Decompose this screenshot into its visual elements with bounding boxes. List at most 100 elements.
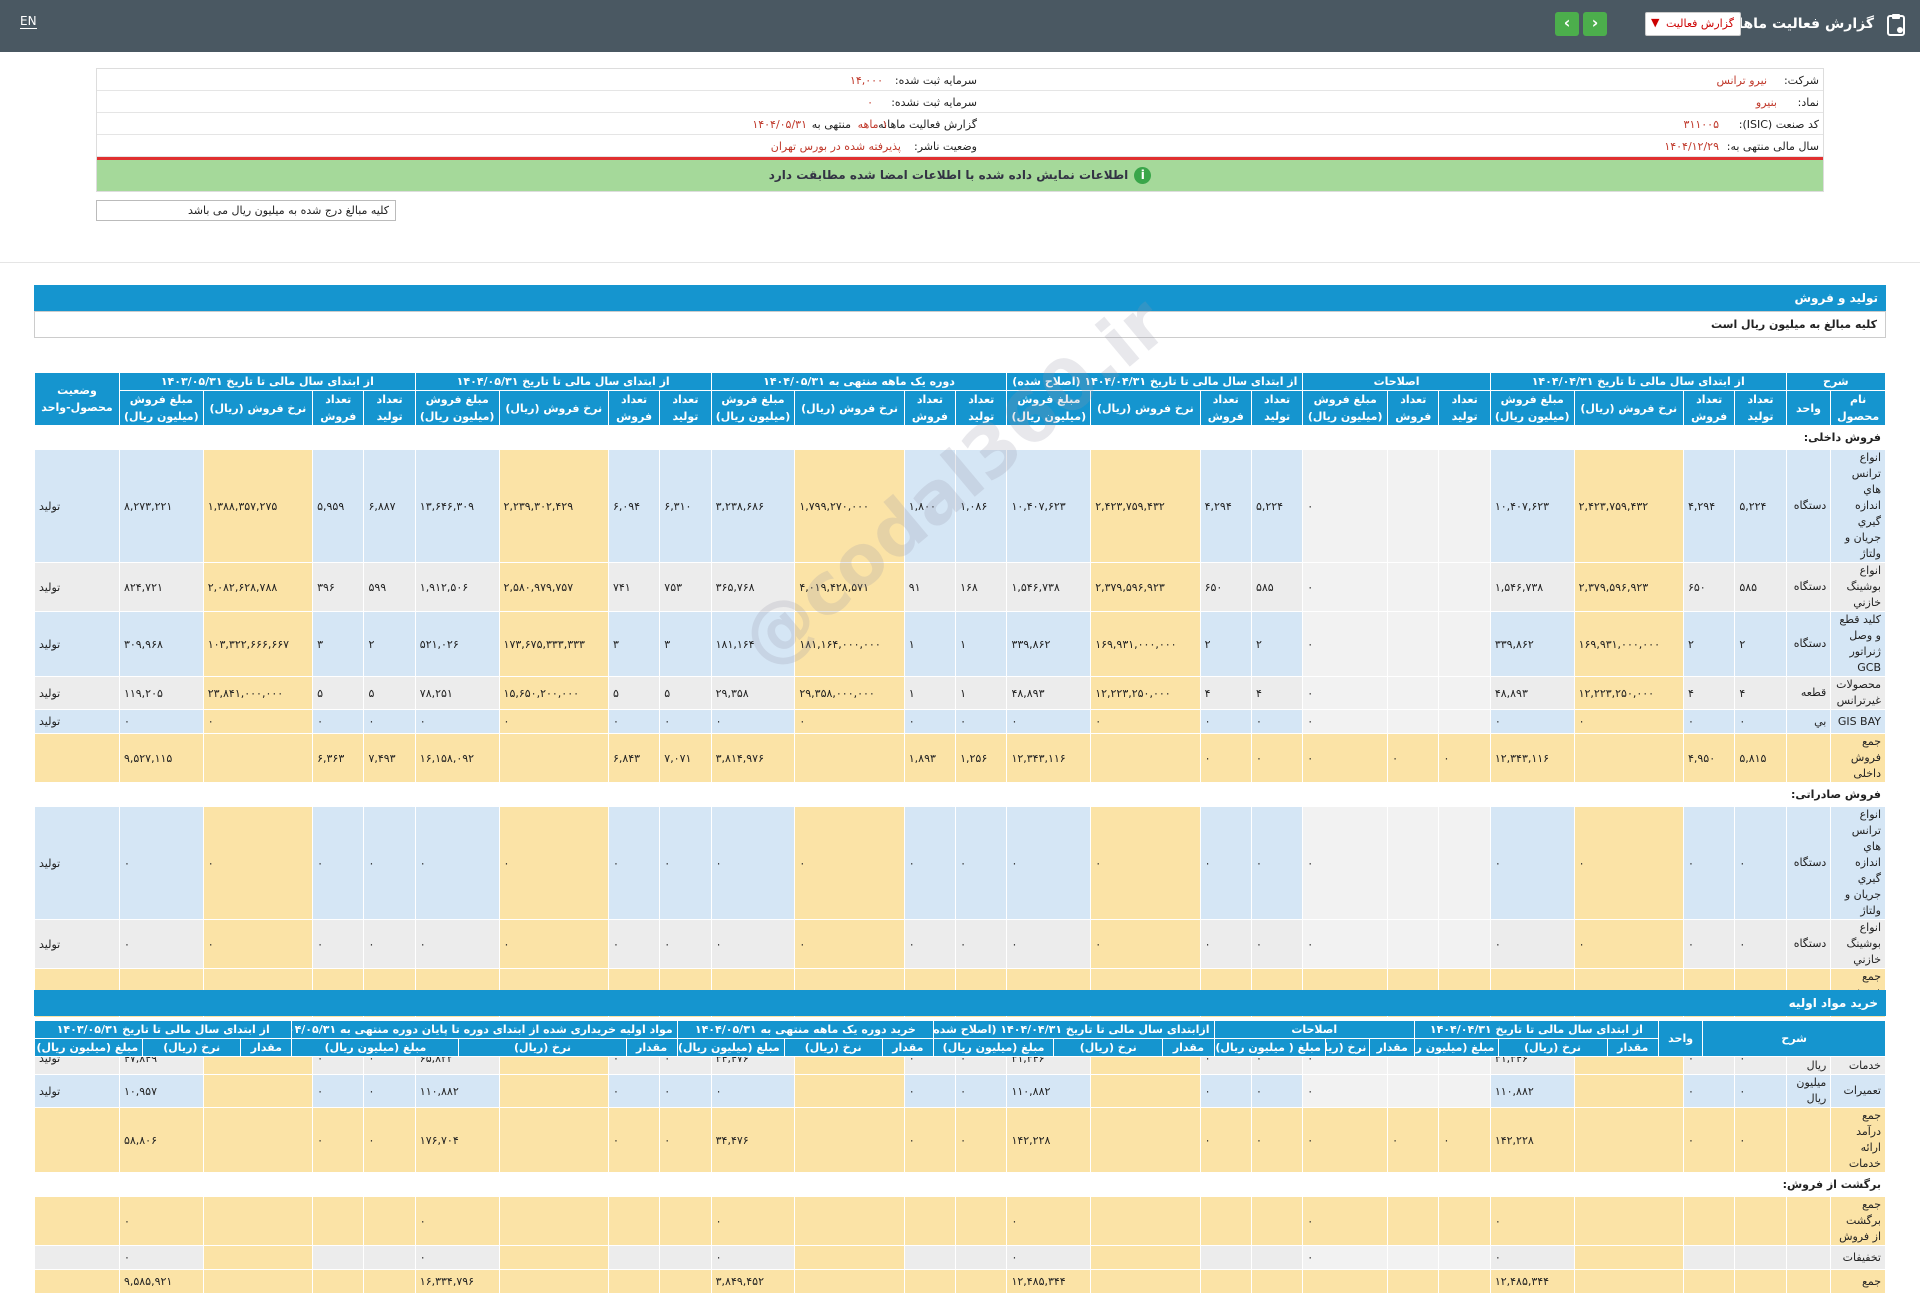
cell-value <box>1090 1245 1201 1270</box>
table-row: انواع ترانس هاي اندازه گيري جريان و ولتا… <box>34 806 1886 920</box>
cell-value: ۱۰۳,۳۲۲,۶۶۶,۶۶۷ <box>202 611 314 677</box>
cell-value <box>498 1107 609 1173</box>
header-sales-amount: مبلغ فروش (میلیون ریال) <box>1006 390 1092 426</box>
cell-value: ۰ <box>1682 806 1736 920</box>
language-switch[interactable]: EN <box>20 14 37 29</box>
header-rate: نرخ (ریال) <box>1053 1038 1164 1057</box>
cell-value: ۹,۵۲۷,۱۱۵ <box>118 733 204 783</box>
header-sales-rate: نرخ فروش (ریال) <box>498 390 609 426</box>
cell-value: ۱,۹۱۲,۵۰۶ <box>414 562 500 612</box>
product-name: تعميرات <box>1830 1074 1886 1108</box>
header-production-qty: تعداد تولید <box>363 390 416 426</box>
cell-value: ۰ <box>118 1196 204 1246</box>
cell-value: ۰ <box>1302 806 1389 920</box>
cell-value: ۰ <box>363 709 416 734</box>
cell-value: ۰ <box>414 806 500 920</box>
header-ytd-current: از ابتدای سال مالی تا تاریخ ۱۴۰۴/۰۵/۳۱ <box>414 372 712 391</box>
cell-value: ۰ <box>903 709 957 734</box>
cell-value: ۸۲۴,۷۲۱ <box>118 562 204 612</box>
header-production-qty: تعداد تولید <box>1250 390 1304 426</box>
cell-value: ۱۱۰,۸۸۲ <box>1006 1074 1092 1108</box>
cell-value: ۷,۴۹۳ <box>363 733 416 783</box>
cell-value: ۶,۰۹۴ <box>607 449 661 563</box>
cell-value: ۱۳,۶۴۶,۳۰۹ <box>414 449 500 563</box>
cell-value: ۲,۲۳۹,۳۰۲,۴۲۹ <box>498 449 609 563</box>
cell-value: ۰ <box>1006 709 1092 734</box>
cell-value: ۰ <box>710 806 796 920</box>
cell-value: ۰ <box>1573 806 1684 920</box>
cell-value: ۳۳۹,۸۶۲ <box>1006 611 1092 677</box>
cell-value: ۰ <box>659 919 712 969</box>
cell-value: ۰ <box>498 709 609 734</box>
cell-value: ۲ <box>1734 611 1787 677</box>
cell-value: ۰ <box>312 1074 365 1108</box>
header-rate: نرخ (ریال) <box>458 1038 627 1057</box>
header-production-qty: تعداد تولید <box>955 390 1008 426</box>
cell-value: ۱۲,۴۸۵,۳۴۴ <box>1006 1269 1092 1294</box>
cell-value: ۴ <box>1734 676 1787 710</box>
cell-value: ۰ <box>1199 919 1252 969</box>
cell-value <box>1438 1245 1491 1270</box>
cell-value: ۱۱۰,۸۸۲ <box>1489 1074 1575 1108</box>
cell-value <box>1573 1196 1684 1246</box>
cell-value <box>1438 806 1491 920</box>
cell-value: ۰ <box>1734 1107 1787 1173</box>
cell-value: ۱۲,۴۸۵,۳۴۴ <box>1489 1269 1575 1294</box>
cell-value <box>903 1245 957 1270</box>
cell-value: ۰ <box>1387 1107 1440 1173</box>
cell-value: ۰ <box>1682 709 1736 734</box>
cell-value: ۱۴۲,۲۲۸ <box>1006 1107 1092 1173</box>
cell-value: ۲ <box>1199 611 1252 677</box>
report-type-dropdown[interactable]: گزارش فعالیت ▼ <box>1645 12 1741 36</box>
cell-value: ۷,۰۷۱ <box>659 733 712 783</box>
cell-value <box>1387 806 1440 920</box>
unit: بي <box>1785 709 1832 734</box>
chevron-right-icon: › <box>1591 13 1599 32</box>
cell-value: ۰ <box>1250 919 1304 969</box>
divider <box>97 157 1823 160</box>
next-arrow-button[interactable]: › <box>1583 12 1607 36</box>
cell-value: ۰ <box>1302 1074 1389 1108</box>
header-sales-amount: مبلغ فروش (میلیون ریال) <box>414 390 500 426</box>
cell-value: ۰ <box>1090 919 1201 969</box>
prev-arrow-button[interactable]: ‹ <box>1555 12 1579 36</box>
company-info-box: شرکت: نیرو ترانس سرمایه ثبت شده: ۱۴,۰۰۰ … <box>96 68 1824 192</box>
unit <box>1785 1107 1832 1173</box>
product-status: تولید <box>34 449 120 563</box>
cell-value: ۰ <box>1302 709 1389 734</box>
header-period-adjusted: از ابتدای سال مالی تا تاریخ ۱۴۰۴/۰۴/۳۱ (… <box>1006 372 1304 391</box>
cell-value <box>1438 1074 1491 1108</box>
cell-value: ۰ <box>118 919 204 969</box>
cell-value: ۲ <box>363 611 416 677</box>
cell-value <box>202 1196 314 1246</box>
cell-value: ۲,۴۲۳,۷۵۹,۴۳۲ <box>1090 449 1201 563</box>
cell-value <box>794 1269 905 1294</box>
cell-value <box>1387 676 1440 710</box>
cell-value: ۰ <box>1302 1196 1389 1246</box>
product-name: محصولات غيرترانس <box>1830 676 1886 710</box>
cell-value <box>1199 1269 1252 1294</box>
cell-value: ۰ <box>659 1107 712 1173</box>
cell-value: ۰ <box>363 806 416 920</box>
cell-value: ۰ <box>202 919 314 969</box>
cell-value: ۵ <box>659 676 712 710</box>
cell-value: ۰ <box>607 919 661 969</box>
cell-value: ۲,۳۷۹,۵۹۶,۹۲۳ <box>1090 562 1201 612</box>
cell-value <box>1387 1245 1440 1270</box>
cell-value: ۰ <box>1489 709 1575 734</box>
cell-value <box>794 733 905 783</box>
unit: دستگاه <box>1785 919 1832 969</box>
unit: دستگاه <box>1785 449 1832 563</box>
cell-value: ۷۸,۲۵۱ <box>414 676 500 710</box>
cell-value: ۰ <box>414 919 500 969</box>
header-quantity: مقدار <box>1162 1038 1215 1057</box>
cell-value <box>1438 1269 1491 1294</box>
divider <box>0 262 1920 263</box>
unit <box>1785 1269 1832 1294</box>
production-sales-table: شرح از ابتدای سال مالی تا تاریخ ۱۴۰۴/۰۴/… <box>34 372 1887 1294</box>
product-name: تخفیفات <box>1830 1245 1886 1270</box>
cell-value <box>659 1269 712 1294</box>
header-amount: مبلغ (میلیون ریال) <box>932 1038 1055 1057</box>
cell-value <box>903 1196 957 1246</box>
cell-value: ۱۶۹,۹۳۱,۰۰۰,۰۰۰ <box>1090 611 1201 677</box>
